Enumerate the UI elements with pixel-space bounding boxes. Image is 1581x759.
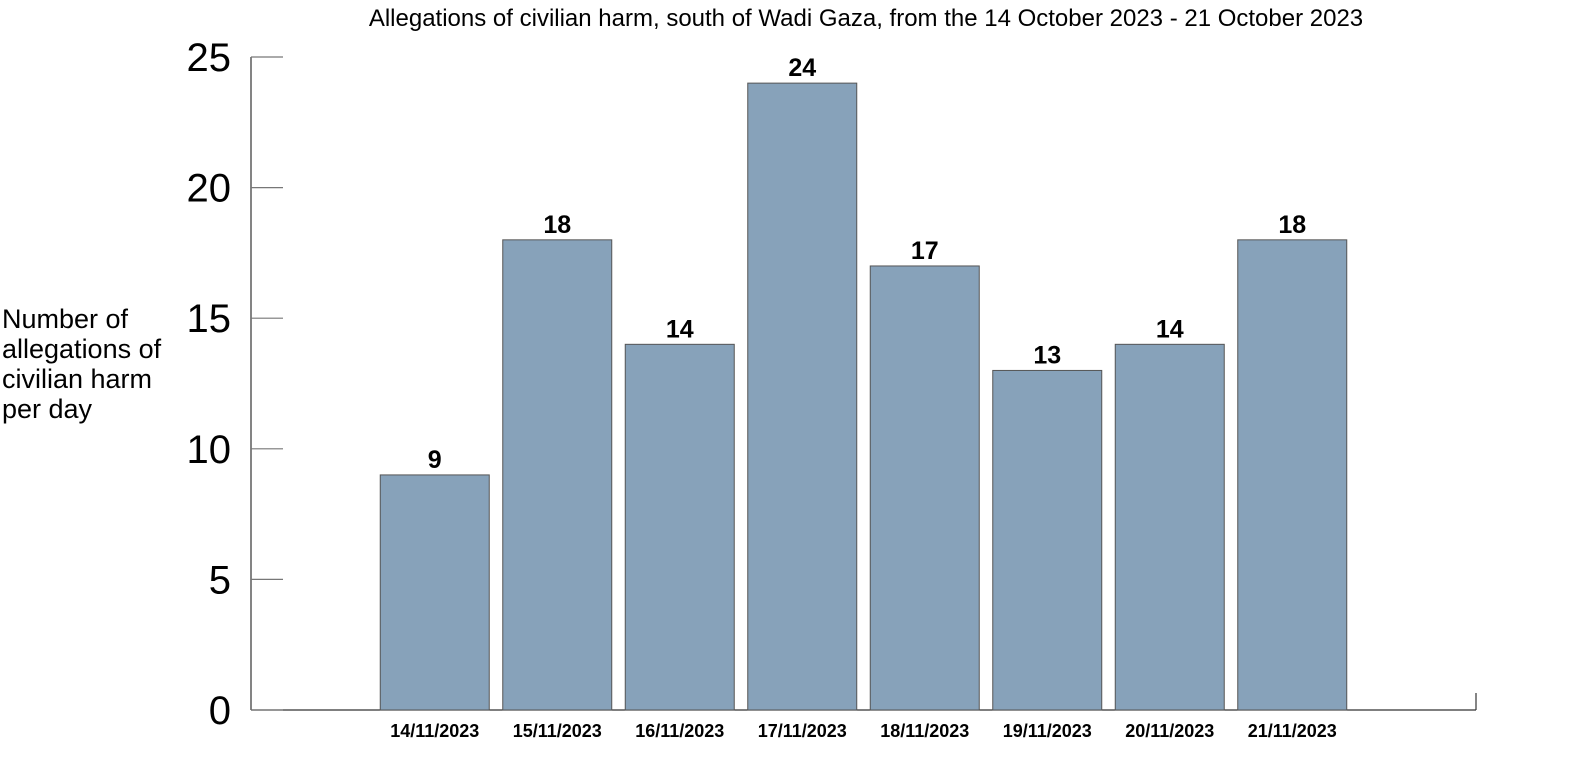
y-tick-label: 25 [187, 36, 232, 80]
data-label: 17 [911, 237, 939, 265]
bar [1114, 343, 1225, 711]
bar [502, 239, 613, 711]
y-tick-label: 10 [187, 428, 232, 472]
x-tick-label: 15/11/2023 [513, 721, 602, 741]
chart-title: Allegations of civilian harm, south of W… [369, 5, 1363, 32]
x-tick-label: 21/11/2023 [1248, 721, 1337, 741]
x-tick-label: 16/11/2023 [635, 721, 724, 741]
data-label: 24 [788, 54, 816, 82]
data-label: 14 [1156, 315, 1184, 343]
data-label: 9 [428, 446, 442, 474]
bar [992, 369, 1103, 711]
data-label: 14 [666, 315, 694, 343]
bar [379, 474, 490, 711]
y-tick-label: 5 [209, 558, 231, 602]
x-tick-label: 17/11/2023 [758, 721, 847, 741]
data-label: 18 [1278, 211, 1306, 239]
bar [869, 265, 980, 711]
y-axis-label: Number of allegations of civilian harm p… [2, 304, 162, 424]
y-tick-label: 0 [209, 689, 231, 733]
y-tick-label: 15 [187, 297, 232, 341]
bar [624, 343, 735, 711]
x-tick-label: 18/11/2023 [880, 721, 969, 741]
x-tick-label: 20/11/2023 [1125, 721, 1214, 741]
y-tick-label: 20 [187, 167, 232, 211]
bar [1237, 239, 1348, 711]
x-tick-label: 14/11/2023 [390, 721, 479, 741]
bar [747, 82, 858, 711]
data-label: 18 [543, 211, 571, 239]
x-tick-label: 19/11/2023 [1003, 721, 1092, 741]
data-label: 13 [1033, 341, 1061, 369]
